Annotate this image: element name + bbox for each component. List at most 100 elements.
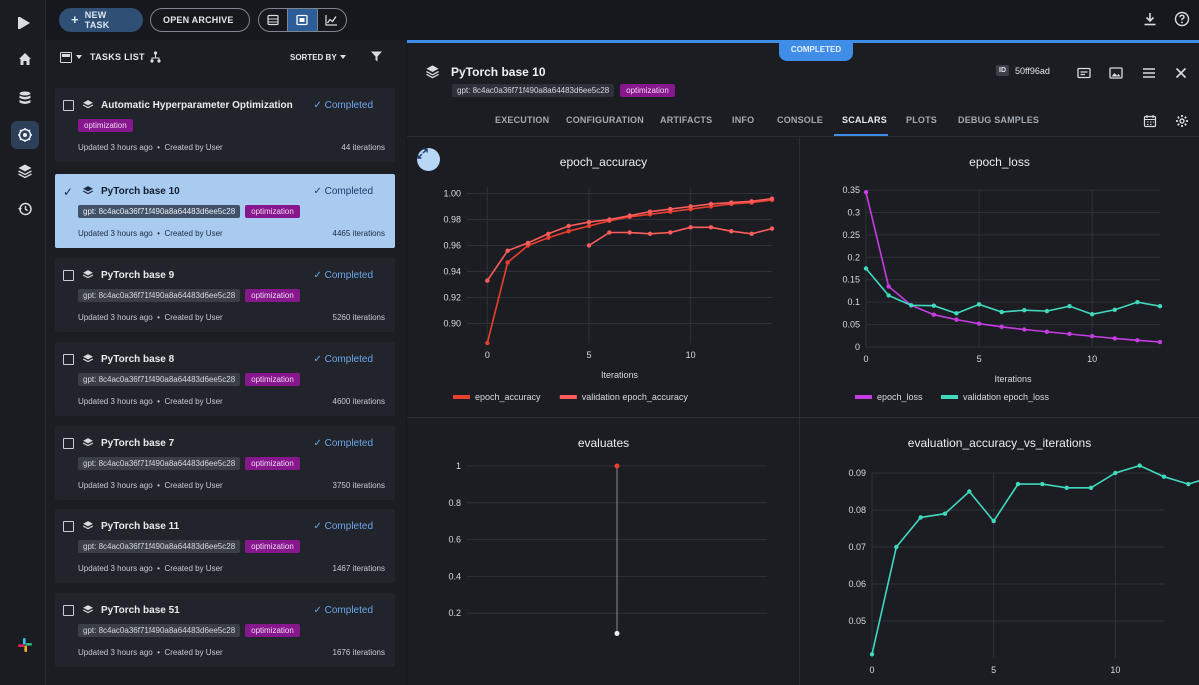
task-tags: gpt: 8c4ac0a36f71f490a8a64483d6ee5c28 op… — [452, 84, 675, 97]
iterations-count: 5260 iterations — [332, 313, 385, 322]
tab-plots[interactable]: PLOTS — [906, 115, 938, 125]
optimization-tag[interactable]: optimization — [245, 457, 300, 470]
scalars-plots: epoch_accuracy 0.90 0.92 0.94 0.96 0.98 1.00 0 5… — [407, 137, 1199, 685]
data-point — [918, 515, 923, 520]
tab-scalars[interactable]: SCALARS — [842, 115, 887, 125]
task-checkbox[interactable] — [63, 438, 74, 449]
task-card[interactable]: PyTorch base 7 ✓ Completed gpt: 8c4ac0a3… — [55, 426, 395, 500]
table-view-button[interactable] — [259, 9, 287, 31]
tab-debug-samples[interactable]: DEBUG SAMPLES — [958, 115, 1040, 125]
select-all-icon[interactable] — [60, 52, 72, 63]
task-id[interactable]: ID 50ff96ad — [996, 65, 1050, 76]
task-meta: Updated 3 hours ago • Created by User — [78, 229, 223, 238]
logo-icon[interactable] — [11, 9, 39, 37]
sort-chevron-icon[interactable] — [340, 55, 346, 59]
data-point — [566, 229, 571, 234]
optimization-tag[interactable]: optimization — [78, 119, 133, 132]
image-icon[interactable] — [1109, 66, 1123, 80]
chevron-down-icon[interactable] — [76, 55, 82, 59]
data-point — [769, 226, 775, 231]
tab-artifacts[interactable]: ARTIFACTS — [660, 115, 713, 125]
data-point — [894, 544, 899, 550]
task-card[interactable]: ✓ PyTorch base 10 ✓ Completed gpt: 8c4ac… — [55, 174, 395, 248]
gpt-tag[interactable]: gpt: 8c4ac0a36f71f490a8a64483d6ee5c28 — [78, 540, 241, 553]
optimization-tag[interactable]: optimization — [245, 289, 300, 302]
task-card[interactable]: PyTorch base 11 ✓ Completed gpt: 8c4ac0a… — [55, 509, 395, 583]
calendar-icon[interactable] — [1143, 114, 1157, 128]
iterations-count: 44 iterations — [341, 143, 385, 152]
data-point — [688, 204, 693, 209]
tab-console[interactable]: CONSOLE — [777, 115, 823, 125]
data-point — [1022, 327, 1027, 332]
details-view-button[interactable] — [287, 9, 317, 31]
close-icon[interactable] — [1174, 66, 1188, 80]
tab-info[interactable]: INFO — [732, 115, 755, 125]
y-tick-label: 0.94 — [443, 267, 461, 277]
data-point — [1161, 474, 1167, 479]
info-card-icon[interactable] — [1077, 66, 1091, 80]
task-checkbox[interactable] — [63, 354, 74, 365]
datasets-icon[interactable] — [11, 84, 39, 112]
table-view-icon — [267, 14, 279, 26]
data-point — [1022, 308, 1027, 313]
project-tree-icon[interactable] — [150, 51, 161, 63]
optimization-tag[interactable]: optimization — [245, 205, 300, 218]
task-card[interactable]: PyTorch base 9 ✓ Completed gpt: 8c4ac0a3… — [55, 258, 395, 332]
series-line — [865, 267, 1161, 316]
data-point — [1067, 331, 1072, 337]
task-card[interactable]: PyTorch base 8 ✓ Completed gpt: 8c4ac0a3… — [55, 342, 395, 416]
optimization-tag[interactable]: optimization — [245, 373, 300, 386]
tasks-list-header: TASKS LIST SORTED BY — [46, 40, 406, 74]
check-icon[interactable]: ✓ — [63, 185, 74, 199]
created-by: Created by User — [164, 143, 223, 152]
task-checkbox[interactable] — [63, 605, 74, 616]
task-status: ✓ Completed — [313, 186, 373, 197]
sorted-by-dropdown[interactable]: SORTED BY — [290, 53, 337, 62]
models-icon[interactable] — [11, 157, 39, 185]
data-point — [586, 243, 592, 248]
task-checkbox[interactable] — [63, 521, 74, 532]
help-icon[interactable] — [1174, 11, 1190, 27]
data-point — [586, 219, 592, 225]
task-name: PyTorch base 11 — [101, 521, 180, 532]
id-value: 50ff96ad — [1015, 65, 1050, 76]
y-tick-label: 0.08 — [848, 505, 866, 515]
details-tabs: EXECUTION CONFIGURATION ARTIFACTS INFO C… — [407, 109, 1199, 137]
task-type-icon — [82, 438, 94, 447]
optimization-tag[interactable]: optimization — [620, 84, 675, 97]
data-point — [729, 229, 734, 234]
updated-time: Updated 3 hours ago — [78, 564, 153, 573]
data-point — [942, 511, 948, 516]
data-point — [1135, 299, 1140, 305]
tab-execution[interactable]: EXECUTION — [495, 115, 550, 125]
menu-icon[interactable] — [1142, 66, 1156, 80]
iterations-count: 4465 iterations — [332, 229, 385, 238]
task-status: ✓ Completed — [313, 270, 373, 281]
optimization-tag[interactable]: optimization — [245, 624, 300, 637]
gpt-tag[interactable]: gpt: 8c4ac0a36f71f490a8a64483d6ee5c28 — [78, 373, 241, 386]
tab-configuration[interactable]: CONFIGURATION — [566, 115, 644, 125]
task-card[interactable]: PyTorch base 51 ✓ Completed gpt: 8c4ac0a… — [55, 593, 395, 667]
experiments-icon[interactable] — [11, 121, 39, 149]
open-archive-button[interactable]: OPEN ARCHIVE — [150, 8, 250, 32]
slack-icon[interactable] — [11, 631, 39, 659]
gpt-tag[interactable]: gpt: 8c4ac0a36f71f490a8a64483d6ee5c28 — [78, 457, 241, 470]
expand-button[interactable] — [417, 148, 440, 171]
data-point — [614, 463, 620, 469]
gpt-tag[interactable]: gpt: 8c4ac0a36f71f490a8a64483d6ee5c28 — [78, 289, 241, 302]
task-card[interactable]: Automatic Hyperparameter Optimization ✓ … — [55, 88, 395, 162]
task-checkbox[interactable] — [63, 270, 74, 281]
gpt-tag[interactable]: gpt: 8c4ac0a36f71f490a8a64483d6ee5c28 — [78, 205, 241, 218]
gpt-tag[interactable]: gpt: 8c4ac0a36f71f490a8a64483d6ee5c28 — [78, 624, 241, 637]
settings-icon[interactable] — [1175, 114, 1189, 128]
optimization-tag[interactable]: optimization — [245, 540, 300, 553]
filter-icon[interactable] — [371, 51, 382, 62]
new-task-button[interactable]: + NEW TASK — [59, 8, 143, 32]
task-checkbox[interactable] — [63, 100, 74, 111]
compare-view-button[interactable] — [316, 9, 346, 31]
home-icon[interactable] — [11, 45, 39, 73]
download-icon[interactable] — [1142, 11, 1158, 27]
gpt-tag[interactable]: gpt: 8c4ac0a36f71f490a8a64483d6ee5c28 — [452, 84, 615, 97]
history-icon[interactable] — [11, 195, 39, 223]
data-point — [586, 223, 592, 229]
